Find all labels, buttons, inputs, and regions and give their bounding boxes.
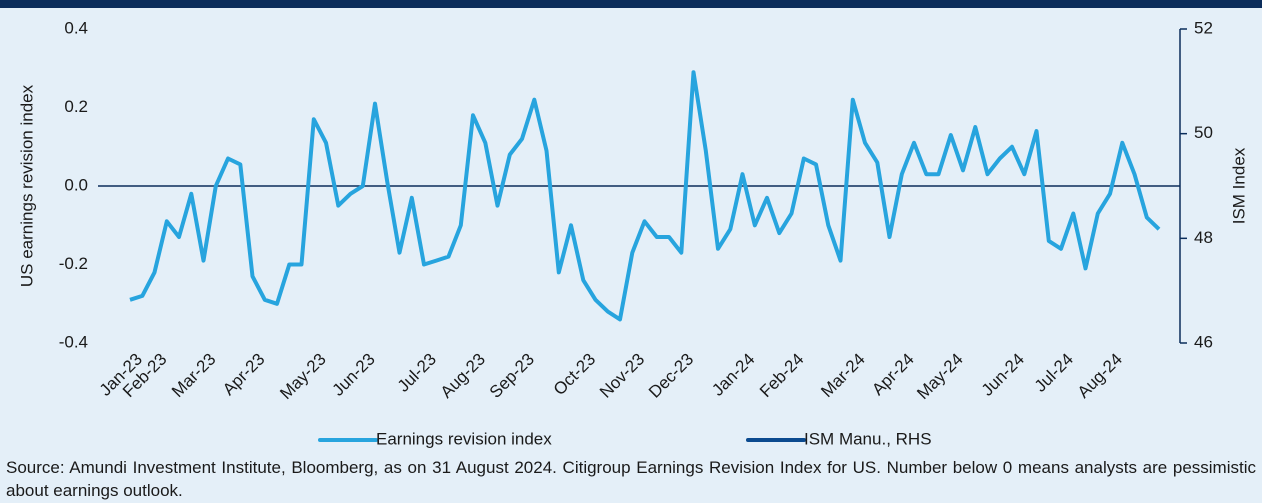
x-tick-label: Apr-23 bbox=[219, 350, 269, 400]
top-bar bbox=[0, 0, 1262, 8]
x-tick-label: Nov-23 bbox=[596, 350, 648, 402]
x-tick-label: Jun-24 bbox=[978, 350, 1028, 400]
y-tick-label: -0.2 bbox=[59, 254, 88, 273]
x-tick-label: Feb-24 bbox=[756, 350, 808, 402]
x-tick-label: Mar-24 bbox=[817, 350, 869, 402]
y-tick-label: 0.4 bbox=[64, 18, 88, 37]
y2-tick-label: 48 bbox=[1194, 228, 1213, 247]
x-tick-label: Aug-24 bbox=[1074, 350, 1126, 402]
legend-label: ISM Manu., RHS bbox=[804, 429, 932, 448]
x-tick-label: May-23 bbox=[276, 350, 330, 404]
y-axis-label: US earnings revision index bbox=[17, 84, 36, 287]
y2-axis-label: ISM Index bbox=[1229, 147, 1248, 224]
y2-tick-label: 46 bbox=[1194, 332, 1213, 351]
x-tick-label: Sep-23 bbox=[486, 350, 538, 402]
chart: US earnings revision index ISM Index -0.… bbox=[0, 0, 1262, 448]
y-tick-label: -0.4 bbox=[59, 332, 88, 351]
y-tick-label: 0.0 bbox=[64, 175, 88, 194]
y2-tick-label: 52 bbox=[1194, 18, 1213, 37]
x-tick-label: Mar-23 bbox=[168, 350, 220, 402]
x-tick-label: Jan-24 bbox=[708, 350, 758, 400]
x-tick-label: Oct-23 bbox=[550, 350, 600, 400]
y-tick-label: 0.2 bbox=[64, 97, 88, 116]
x-tick-label: Aug-23 bbox=[437, 350, 489, 402]
legend-label: Earnings revision index bbox=[376, 429, 552, 448]
x-tick-label: Jul-24 bbox=[1031, 350, 1077, 396]
x-tick-label: Apr-24 bbox=[868, 350, 918, 400]
series-line bbox=[129, 70, 1161, 322]
source-note: Source: Amundi Investment Institute, Blo… bbox=[6, 458, 1256, 500]
x-tick-label: Jun-23 bbox=[329, 350, 379, 400]
x-tick-label: Jul-23 bbox=[394, 350, 440, 396]
x-tick-label: May-24 bbox=[913, 350, 967, 404]
y2-tick-label: 50 bbox=[1194, 123, 1213, 142]
x-tick-label: Dec-23 bbox=[645, 350, 697, 402]
